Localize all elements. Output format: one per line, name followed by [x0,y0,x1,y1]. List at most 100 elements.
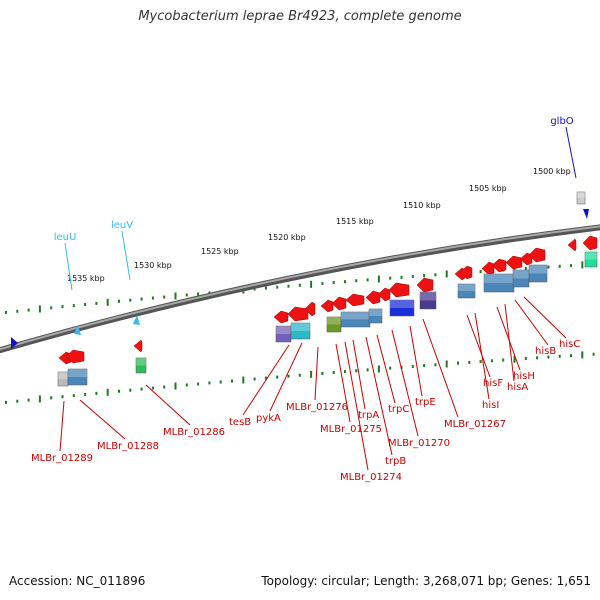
gene-callout-hisF[interactable]: hisF [466,314,503,389]
gene-box[interactable] [326,316,342,333]
gene-arrow[interactable] [416,277,434,293]
gene-arrow[interactable] [567,238,577,252]
svg-text:hisB: hisB [535,346,556,357]
gene-arrow[interactable] [528,247,546,263]
gene-arrow[interactable] [320,299,334,313]
tick-mark [366,278,369,282]
gene-box[interactable] [340,311,371,328]
gene-callout-hisH[interactable]: hisH [496,306,535,382]
pseudogene-box[interactable] [576,191,586,205]
gene-arrow[interactable] [491,258,507,273]
tick-mark [5,400,7,404]
tick-mark [524,267,527,271]
trna-marker[interactable] [74,325,81,335]
tick-mark [185,293,188,297]
gene-callout-trpB[interactable]: trpB [365,336,406,467]
gene-callout-pykA[interactable]: pykA [256,342,303,424]
tick-mark [264,376,267,380]
gene-arrow[interactable] [505,255,523,270]
gene-box[interactable] [389,299,415,317]
accession-text: Accession: NC_011896 [9,574,146,588]
gene-box[interactable] [368,308,383,324]
svg-text:hisC: hisC [559,339,580,350]
tick-mark [118,389,120,393]
gene-box[interactable] [512,269,530,288]
kbp-tick-label: 1530 kbp [134,261,172,270]
gene-callout-hisB[interactable]: hisB [514,299,556,357]
tick-mark [434,273,437,277]
gene-callout-trpE[interactable]: trpE [409,325,436,408]
gene-box[interactable] [419,291,437,310]
gene-arrow[interactable] [345,293,365,307]
tick-mark [38,395,41,403]
strand-marker[interactable] [11,337,18,349]
trna-marker[interactable] [133,315,140,325]
gene-arrow[interactable] [65,349,85,364]
tick-mark [400,275,403,279]
tick-mark [310,280,313,288]
gene-arrow[interactable] [133,339,143,353]
gene-box[interactable] [290,322,311,340]
tick-mark [185,383,188,387]
svg-text:MLBr_01289: MLBr_01289 [31,453,93,464]
tick-mark [5,310,7,314]
gene-arrow[interactable] [582,235,598,251]
gene-arrow[interactable] [377,287,391,302]
gene-box[interactable] [584,251,598,268]
gene-arrow[interactable] [304,301,316,317]
tick-mark [434,363,437,367]
gene-box[interactable] [275,325,292,343]
gene-arrow[interactable] [365,290,381,305]
gene-callout-hisI[interactable]: hisI [474,312,499,411]
tick-mark [321,281,324,285]
tick-mark [72,394,75,398]
tick-mark [502,358,505,362]
pseudogene-box[interactable] [57,371,69,387]
gene-box[interactable] [135,357,147,374]
tick-mark [513,355,516,363]
gene-callout-hisC[interactable]: hisC [523,296,580,350]
gene-arrow[interactable] [388,282,410,298]
gene-box[interactable] [528,264,548,283]
gene-callout-MLBr_01286[interactable]: MLBr_01286 [145,384,225,438]
strand-marker[interactable] [583,209,589,219]
gene-callout-MLBr_01288[interactable]: MLBr_01288 [79,399,159,452]
tick-mark [389,366,392,370]
gene-callout-trpA[interactable]: trpA [352,339,379,421]
rna-callout-leuV[interactable]: leuV [111,220,133,281]
tick-mark [95,301,98,305]
gene-callout-MLBr_01275[interactable]: MLBr_01275 [320,343,382,435]
gene-callout-MLBr_01270[interactable]: MLBr_01270 [388,329,450,449]
rna-callout-leuU[interactable]: leuU [54,232,77,291]
gene-callout-trpC[interactable]: trpC [376,334,409,415]
gene-callout-MLBr_01267[interactable]: MLBr_01267 [422,318,506,430]
svg-text:trpB: trpB [385,456,406,467]
tick-mark [558,354,561,358]
gene-box[interactable] [483,273,515,293]
svg-text:MLBr_01274: MLBr_01274 [340,472,402,483]
kbp-tick-label: 1515 kbp [336,217,374,226]
gene-callout-glbO[interactable]: glbO [550,116,577,179]
gene-arrow[interactable] [287,306,309,322]
gene-callout-tesB[interactable]: tesB [229,344,290,428]
kbp-tick-label: 1510 kbp [403,201,441,210]
gene-box[interactable] [457,283,476,299]
tick-mark [163,295,166,299]
gene-callout-MLBr_01274[interactable]: MLBr_01274 [340,341,402,483]
gene-callout-MLBr_01276[interactable]: MLBr_01276 [286,346,348,413]
gene-arrow[interactable] [331,296,347,311]
gene-box[interactable] [67,368,88,386]
tick-mark [344,370,346,374]
kbp-tick-label: 1535 kbp [67,274,105,283]
tick-mark [344,280,346,284]
gene-arrow[interactable] [519,252,533,266]
map-title: Mycobacterium leprae Br4923, complete ge… [138,9,462,24]
gene-arrow[interactable] [459,265,473,280]
tick-mark [50,306,53,310]
gene-arrow[interactable] [481,261,495,276]
gene-callout-MLBr_01289[interactable]: MLBr_01289 [31,400,93,464]
tick-mark [129,388,132,392]
gene-arrow[interactable] [273,310,289,324]
